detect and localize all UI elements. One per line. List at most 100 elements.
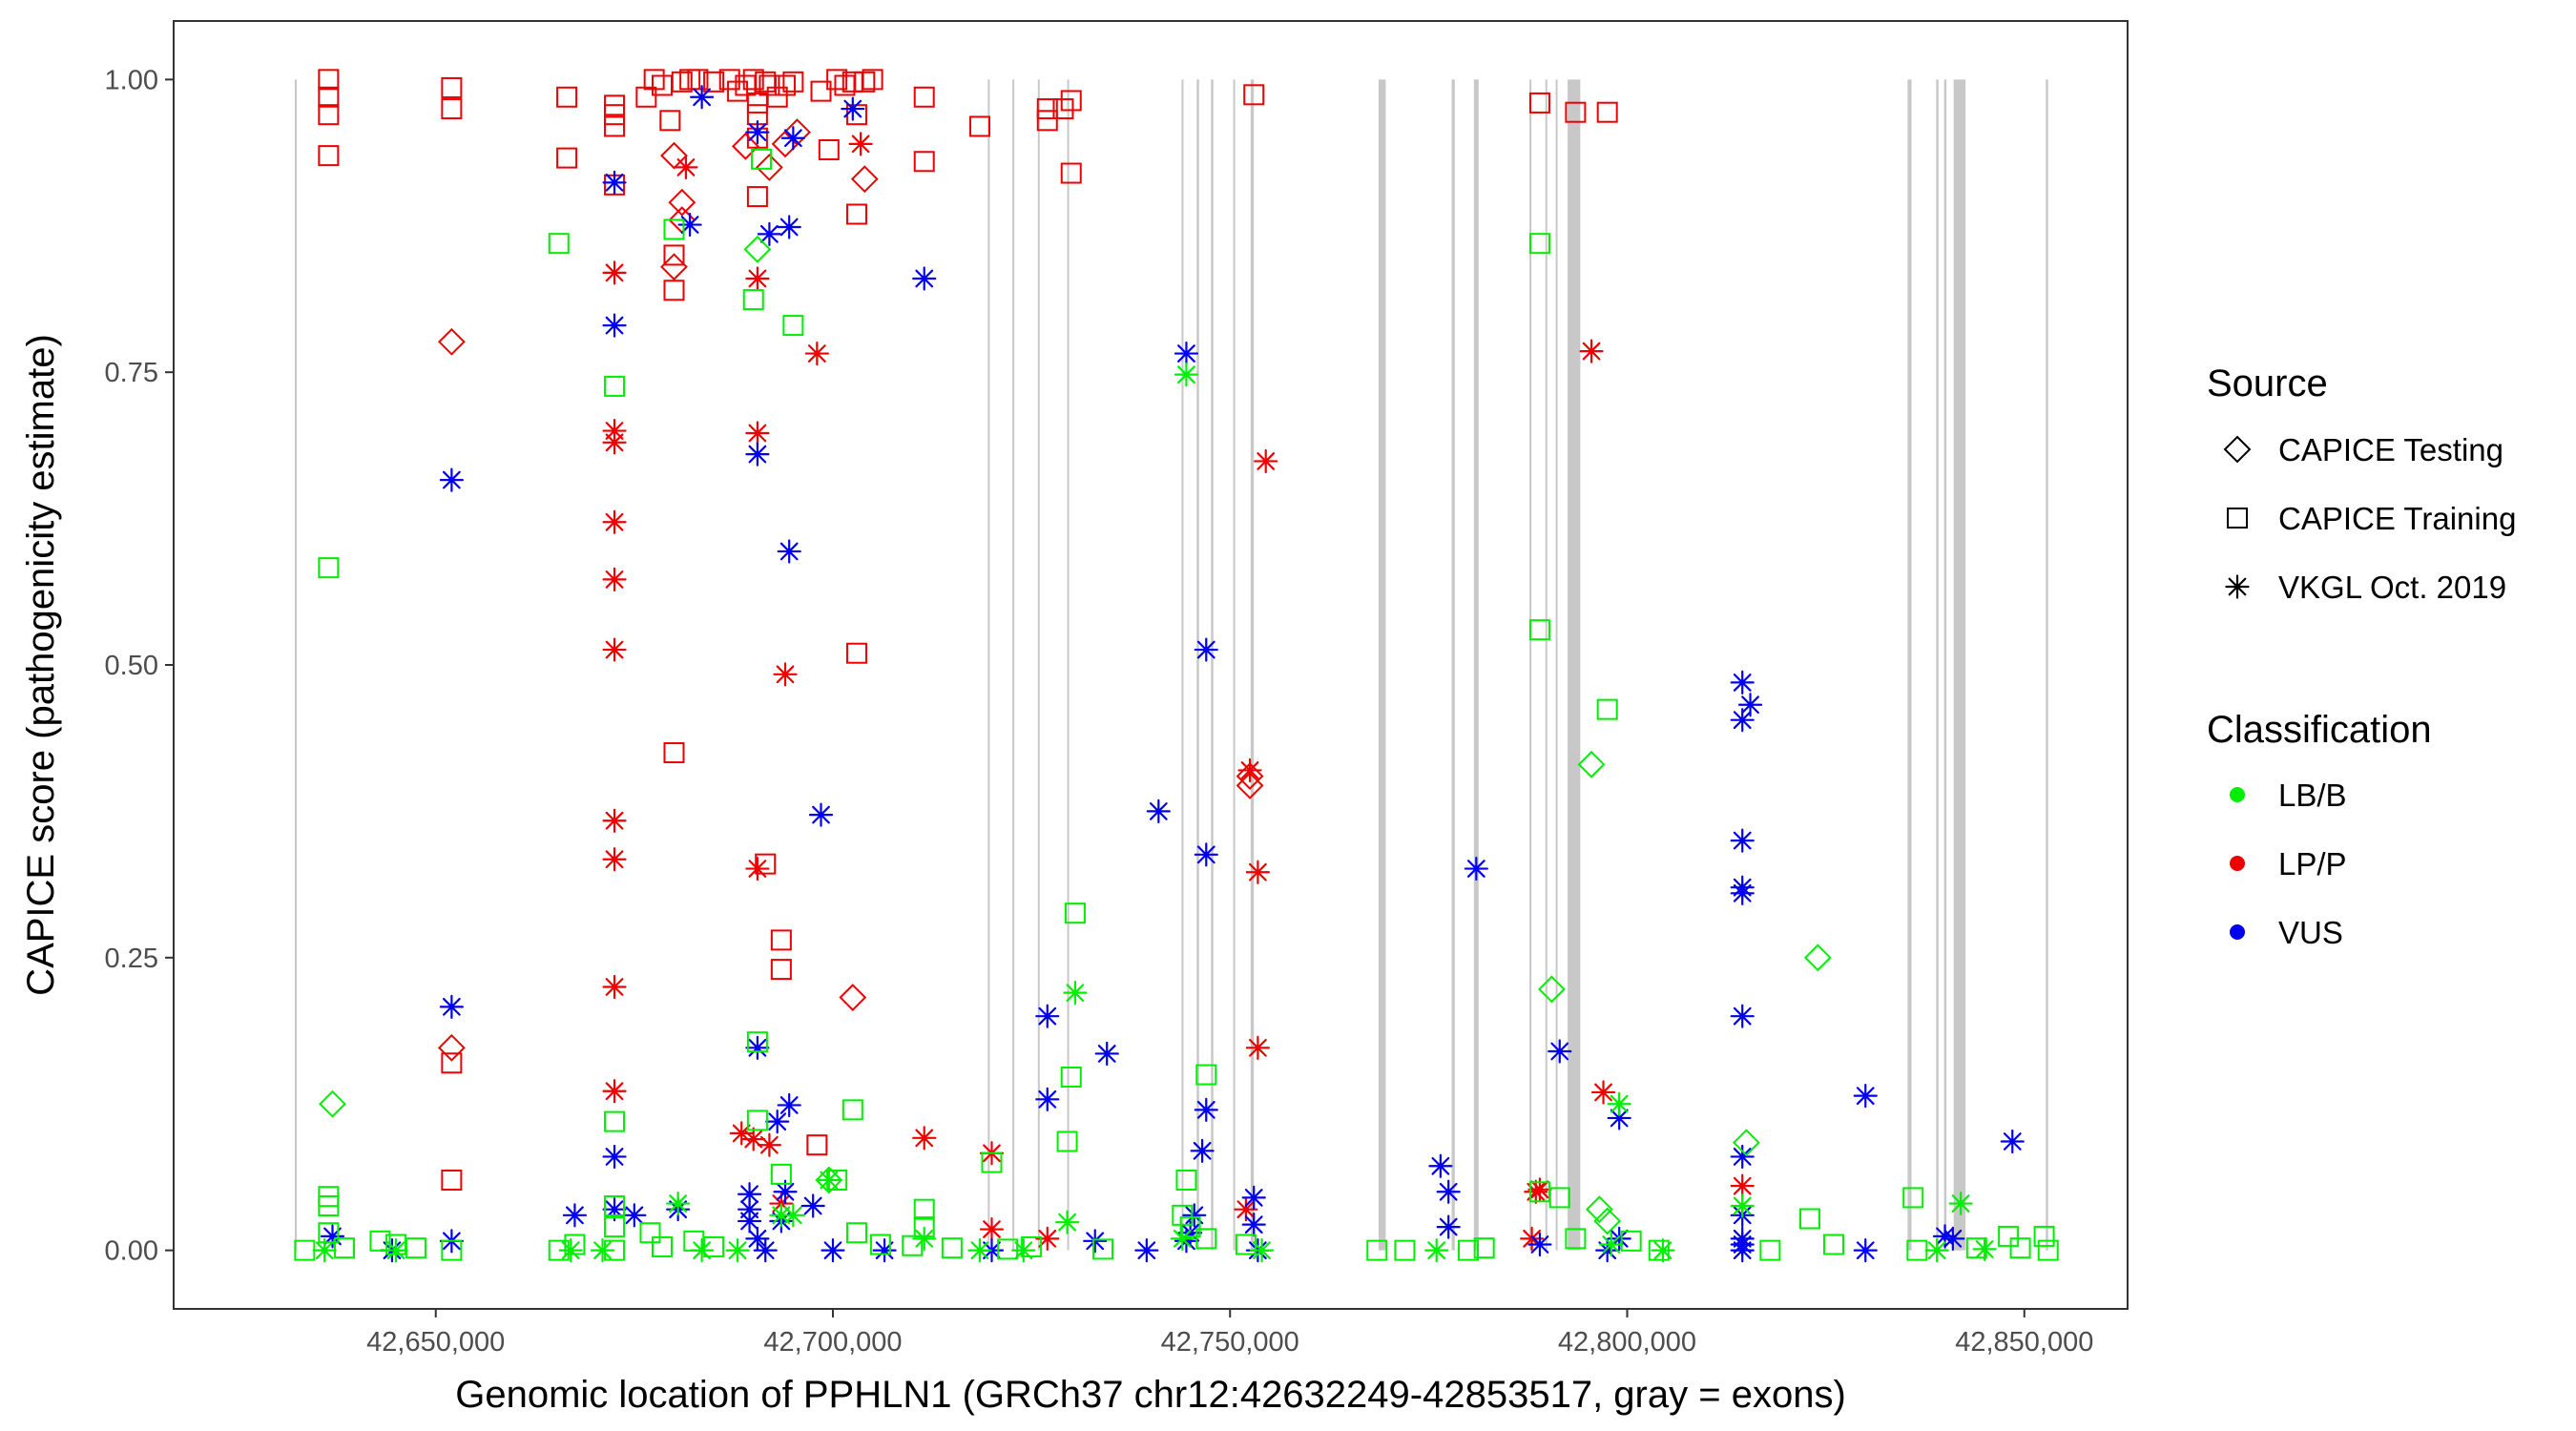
asterisk-point: [1035, 1087, 1060, 1111]
square-point: [1056, 1130, 1078, 1152]
square-point: [941, 1237, 963, 1259]
asterisk-point: [912, 1126, 937, 1151]
square-point: [604, 1216, 626, 1238]
exon-band: [1545, 79, 1548, 1251]
asterisk-point: [765, 1110, 790, 1134]
square-point: [703, 71, 725, 93]
legend-color-dot: [2230, 924, 2245, 940]
asterisk-point: [1174, 341, 1199, 366]
asterisk-point: [912, 266, 937, 291]
asterisk-point: [320, 1224, 345, 1249]
asterisk-point: [1249, 1238, 1275, 1263]
exon-band: [1953, 79, 1966, 1251]
square-point: [751, 148, 773, 170]
square-point: [766, 86, 788, 108]
asterisk-point: [602, 509, 627, 534]
square-point: [1021, 1235, 1043, 1257]
diamond-point: [743, 235, 772, 263]
asterisk-point: [1234, 1197, 1258, 1222]
exon-band: [1529, 79, 1532, 1251]
asterisk-point: [1094, 1041, 1119, 1067]
asterisk-point: [1424, 1238, 1449, 1263]
legend-class-entry-lpp: LP/P: [2230, 846, 2347, 881]
square-point: [687, 69, 709, 91]
legend-asterisk-mark: [2225, 574, 2250, 599]
asterisk-point: [1194, 1097, 1218, 1122]
square-point: [981, 1151, 1003, 1173]
y-axis: 0.00 0.25 0.50 0.75 1.00: [105, 65, 174, 1267]
asterisk-point: [800, 1193, 825, 1218]
square-point: [742, 69, 764, 91]
square-point: [913, 86, 935, 108]
asterisk-point: [745, 1226, 770, 1251]
diamond-point: [319, 1089, 346, 1118]
asterisk-point: [1174, 1229, 1199, 1254]
square-point: [318, 69, 340, 91]
square-point: [742, 289, 764, 311]
asterisk-point: [1241, 1185, 1266, 1211]
exon-band: [1233, 79, 1236, 1251]
asterisk-point: [1607, 1226, 1631, 1251]
x-axis: 42,650,000 42,700,000 42,750,000 42,800,000…: [366, 1309, 2093, 1358]
exon-band: [1568, 79, 1581, 1251]
square-point: [635, 86, 657, 108]
legend-color-dot: [2230, 787, 2245, 802]
asterisk-point: [1579, 339, 1604, 363]
square-point: [1473, 1237, 1495, 1259]
asterisk-point: [745, 266, 770, 291]
exon-band: [1067, 79, 1070, 1251]
asterisk-point: [1011, 1238, 1036, 1263]
square-point: [652, 1235, 673, 1257]
square-point: [604, 104, 626, 126]
asterisk-point: [773, 662, 798, 687]
square-point: [782, 315, 804, 337]
asterisk-point: [666, 1191, 691, 1216]
asterisk-point: [1590, 1080, 1616, 1105]
square-point: [1175, 1170, 1197, 1191]
legend-source-label: CAPICE Training: [2278, 501, 2516, 536]
square-point: [1596, 698, 1618, 720]
diamond-point: [1538, 975, 1566, 1004]
asterisk-point: [745, 442, 770, 467]
square-point: [1528, 619, 1550, 641]
diamond-point: [839, 984, 867, 1011]
asterisk-point: [1853, 1238, 1878, 1263]
asterisk-point: [1948, 1191, 1973, 1216]
square-point: [441, 1170, 463, 1191]
square-point: [1565, 1228, 1587, 1250]
asterisk-point: [1035, 1004, 1060, 1028]
asterisk-point: [1464, 856, 1488, 881]
asterisk-point: [737, 1209, 762, 1234]
asterisk-point: [1194, 637, 1218, 662]
square-point: [1798, 1208, 1820, 1230]
legend-source-entry-vkgl: VKGL Oct. 2019: [2225, 570, 2506, 605]
asterisk-point: [1178, 1220, 1203, 1245]
diamond-point: [1593, 1207, 1622, 1235]
asterisk-point: [1853, 1084, 1878, 1109]
asterisk-point: [773, 1179, 798, 1204]
legend-class-label: LP/P: [2278, 846, 2347, 881]
square-point: [746, 1110, 768, 1131]
legend-class-entry-vus: VUS: [2230, 915, 2343, 950]
square-point: [671, 71, 693, 93]
asterisk-point: [602, 847, 627, 872]
square-point: [1366, 1239, 1388, 1261]
asterisk-point: [1083, 1229, 1108, 1254]
asterisk-point: [602, 430, 627, 455]
square-point: [841, 1099, 863, 1121]
square-point: [1548, 1187, 1570, 1209]
square-point: [318, 145, 340, 167]
asterisk-point: [312, 1238, 337, 1263]
square-point: [639, 1222, 661, 1244]
asterisk-point: [912, 1226, 937, 1251]
asterisk-point: [1146, 798, 1171, 824]
square-point: [604, 1110, 626, 1132]
square-point: [770, 1163, 792, 1185]
asterisk-point: [602, 808, 627, 833]
exon-band: [987, 79, 990, 1251]
x-axis-title: Genomic location of PPHLN1 (GRCh37 chr12…: [455, 1374, 1846, 1416]
legend-diamond-symbol: [2223, 435, 2252, 464]
asterisk-point: [1730, 1144, 1755, 1170]
square-point: [333, 1237, 355, 1259]
asterisk-point: [1245, 1035, 1270, 1060]
